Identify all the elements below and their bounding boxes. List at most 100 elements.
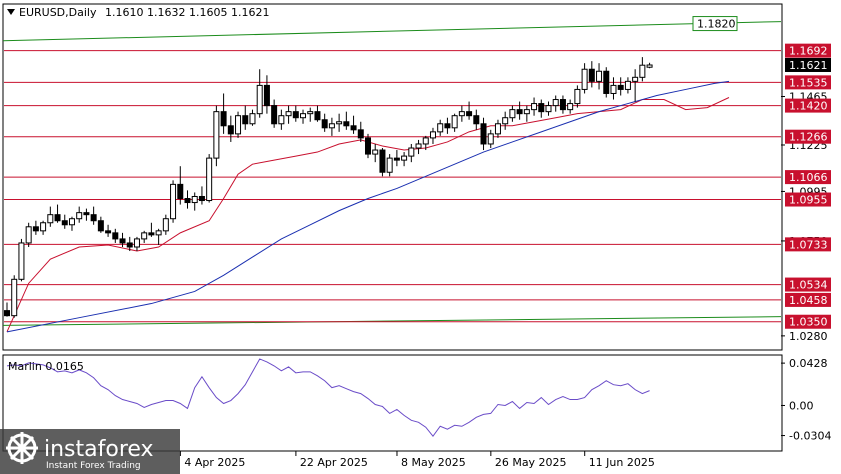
candle-body-bull [567,103,574,111]
marlin-line [6,358,650,437]
candle [473,109,480,130]
candle [61,214,68,229]
candle [372,143,379,163]
candle [365,133,371,159]
candle [336,113,343,132]
candle-body-bull [25,226,32,244]
candle-body-bear [90,214,97,222]
candle-body-bear [227,125,234,135]
time-tick-label: 22 Apr 2025 [300,456,368,469]
candle [76,206,83,223]
candle-body-bear [61,220,68,226]
candle [68,216,75,231]
time-tick-label: 8 May 2025 [401,456,466,469]
candle-body-bull [155,230,162,236]
candle [177,166,184,205]
candle [18,238,25,282]
candle-body-bull [487,133,494,145]
candle [83,208,90,221]
candle [415,139,422,155]
candle [242,105,249,130]
candle [444,117,451,134]
candle [191,192,198,211]
candle-body-bear [314,111,321,121]
candle-body-bear [365,137,371,155]
candle-body-bull [141,232,148,240]
level-label-box [785,292,831,307]
candle [379,148,386,177]
candle-body-bear [83,212,90,216]
candle-body-bear [119,238,126,244]
marlin-tick-label: -0.0304 [789,430,831,443]
candle [285,105,292,124]
time-tick-label: 11 Jun 2025 [589,456,655,469]
candle [350,115,357,134]
candle-body-bear [184,198,191,204]
candle-body-bull [40,222,47,232]
candle-body-bear [54,214,61,222]
candle-body-bear [321,119,328,129]
candle-body-bear [559,99,566,111]
candle [54,204,61,223]
candle [401,152,408,167]
candle-body-bull [206,157,213,202]
level-label-1.1066: 1.1066 [789,171,828,184]
candle-body-bull [162,218,169,232]
candle [624,77,631,94]
candle-body-bull [581,68,588,90]
candle-body-bull [256,84,263,115]
candle-body-bull [18,242,25,280]
candle [213,105,220,167]
candle [90,206,97,225]
candle [451,113,458,132]
candle [487,129,494,149]
candle [112,228,119,243]
candle-body-bear [603,70,610,94]
candle [480,117,487,151]
candle [437,119,444,136]
candle-body-bull [336,121,343,125]
candle [466,101,473,120]
candle-body-bear [538,103,545,113]
candle [559,95,566,114]
candle [307,107,314,122]
candle [538,99,545,118]
candle-body-bear [112,232,119,240]
candle [343,111,350,130]
instaforex-logo: instaforex Instant Forex Trading [0,429,180,474]
logo-tagline: Instant Forex Trading [46,461,141,471]
level-label-1.1266: 1.1266 [789,131,828,144]
candle [509,105,516,122]
candle [278,109,285,130]
level-label-box [785,192,831,207]
candle-body-bull [133,238,140,248]
candle-body-bull [509,109,516,119]
candle [170,180,177,223]
marlin-tick-label: 0.00 [789,399,814,412]
candle [11,275,18,318]
candle [639,57,646,82]
candle-body-bear [32,226,39,232]
ma-blue-line [6,80,730,333]
candle-body-bull [596,70,603,82]
candle-body-bull [401,155,408,161]
candle-body-bull [437,123,444,133]
candle-body-bull [285,111,292,117]
candle [292,105,299,122]
collapse-triangle-icon[interactable] [7,9,15,15]
candle [596,63,603,90]
candle [588,61,595,88]
candle-body-bull [639,64,646,78]
channel-label-box [692,16,738,32]
candle-body-bull [300,113,307,119]
candle-body-bear [271,105,278,125]
candle-body-bull [632,76,639,82]
candle [386,154,393,177]
level-label-box [785,314,831,329]
candle [574,85,581,108]
level-label-box [785,170,831,185]
candle [141,230,148,243]
candle [314,105,321,122]
candle-body-bull [494,123,501,135]
level-label-box [785,98,831,113]
